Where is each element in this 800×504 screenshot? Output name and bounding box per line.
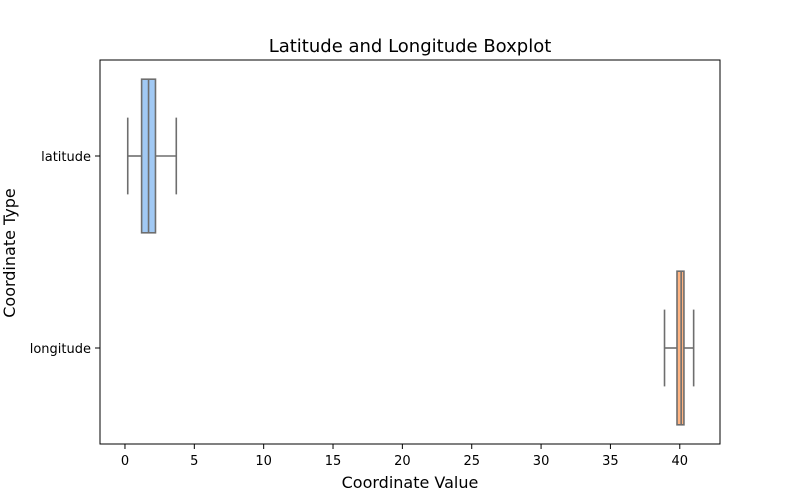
x-tick-label: 35 (602, 454, 619, 469)
box-latitude (126, 78, 178, 234)
axes: 0 5 10 15 20 25 30 35 40 latitude longitude (30, 59, 721, 469)
x-tick-label: 40 (672, 454, 689, 469)
x-tick-label: 20 (394, 454, 411, 469)
y-tick-label: latitude (41, 150, 91, 165)
x-tick-label: 0 (121, 454, 129, 469)
box-longitude (663, 270, 695, 426)
x-tick-label: 15 (325, 454, 342, 469)
x-tick-label: 25 (463, 454, 480, 469)
y-axis-label: Coordinate Type (0, 188, 19, 318)
x-tick-label: 5 (190, 454, 198, 469)
plot-area (126, 78, 695, 426)
y-tick-label: longitude (30, 342, 91, 357)
x-axis-label: Coordinate Value (342, 473, 479, 492)
chart-title: Latitude and Longitude Boxplot (269, 36, 552, 57)
x-tick-label: 10 (255, 454, 272, 469)
plot-frame (99, 59, 721, 445)
x-tick-label: 30 (533, 454, 550, 469)
